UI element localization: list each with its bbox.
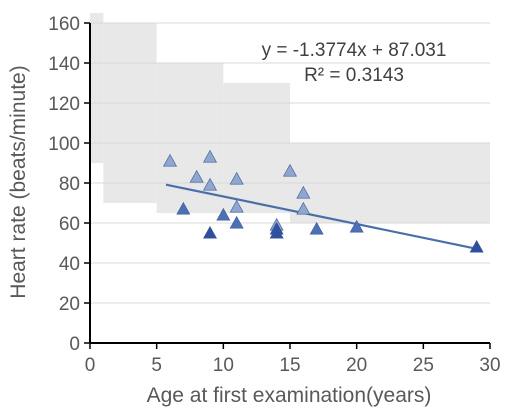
data-point-10 (229, 215, 244, 229)
y-tick-label-140: 140 (48, 54, 80, 75)
x-tick-label-20: 20 (346, 355, 367, 376)
shaded-band-1 (90, 13, 104, 163)
data-point-18 (349, 219, 364, 233)
data-point-6 (202, 225, 218, 239)
data-point-17 (309, 221, 324, 235)
y-tick-label-40: 40 (59, 254, 80, 275)
x-axis-title: Age at first examination(years) (147, 384, 432, 407)
x-tick-label-10: 10 (213, 355, 234, 376)
x-tick-label-30: 30 (479, 355, 500, 376)
data-point-15 (296, 185, 311, 199)
data-point-3 (189, 169, 204, 183)
data-point-1 (162, 153, 178, 167)
y-tick-label-60: 60 (59, 214, 80, 235)
y-axis-title: Heart rate (beats/minute) (7, 65, 30, 298)
y-tick-label-20: 20 (59, 294, 80, 315)
axes (84, 22, 491, 349)
tick-labels: 0 20 40 60 80 100 120 140 160 0 5 10 15 20 25 30 (48, 14, 500, 376)
data-point-7 (216, 207, 231, 221)
x-tick-label-15: 15 (279, 355, 300, 376)
data-point-13 (269, 225, 284, 239)
data-point-16 (296, 201, 311, 215)
r-squared-label: R² = 0.3143 (304, 65, 404, 86)
data-point-8 (229, 171, 244, 185)
data-point-4 (202, 149, 218, 163)
data-points (162, 149, 484, 253)
trendline-equation: y = -1.3774x + 87.031 (262, 40, 447, 61)
linear-trendline (165, 183, 477, 250)
data-point-2 (176, 201, 191, 215)
y-tick-label-100: 100 (48, 134, 80, 155)
x-tick-label-0: 0 (85, 355, 96, 376)
y-tick-label-0: 0 (69, 334, 80, 355)
data-point-9 (229, 199, 244, 213)
data-point-14 (282, 163, 298, 177)
gridlines (90, 22, 490, 304)
data-point-5 (202, 177, 218, 191)
y-tick-label-120: 120 (48, 94, 80, 115)
shaded-band-2 (103, 23, 157, 203)
y-tick-label-160: 160 (48, 14, 80, 35)
x-tick-label-25: 25 (413, 355, 434, 376)
trendline-group (165, 183, 477, 250)
x-tick-label-5: 5 (151, 355, 162, 376)
y-tick-label-80: 80 (59, 174, 80, 195)
data-point-19 (469, 239, 484, 253)
shaded-band-4 (223, 83, 290, 213)
